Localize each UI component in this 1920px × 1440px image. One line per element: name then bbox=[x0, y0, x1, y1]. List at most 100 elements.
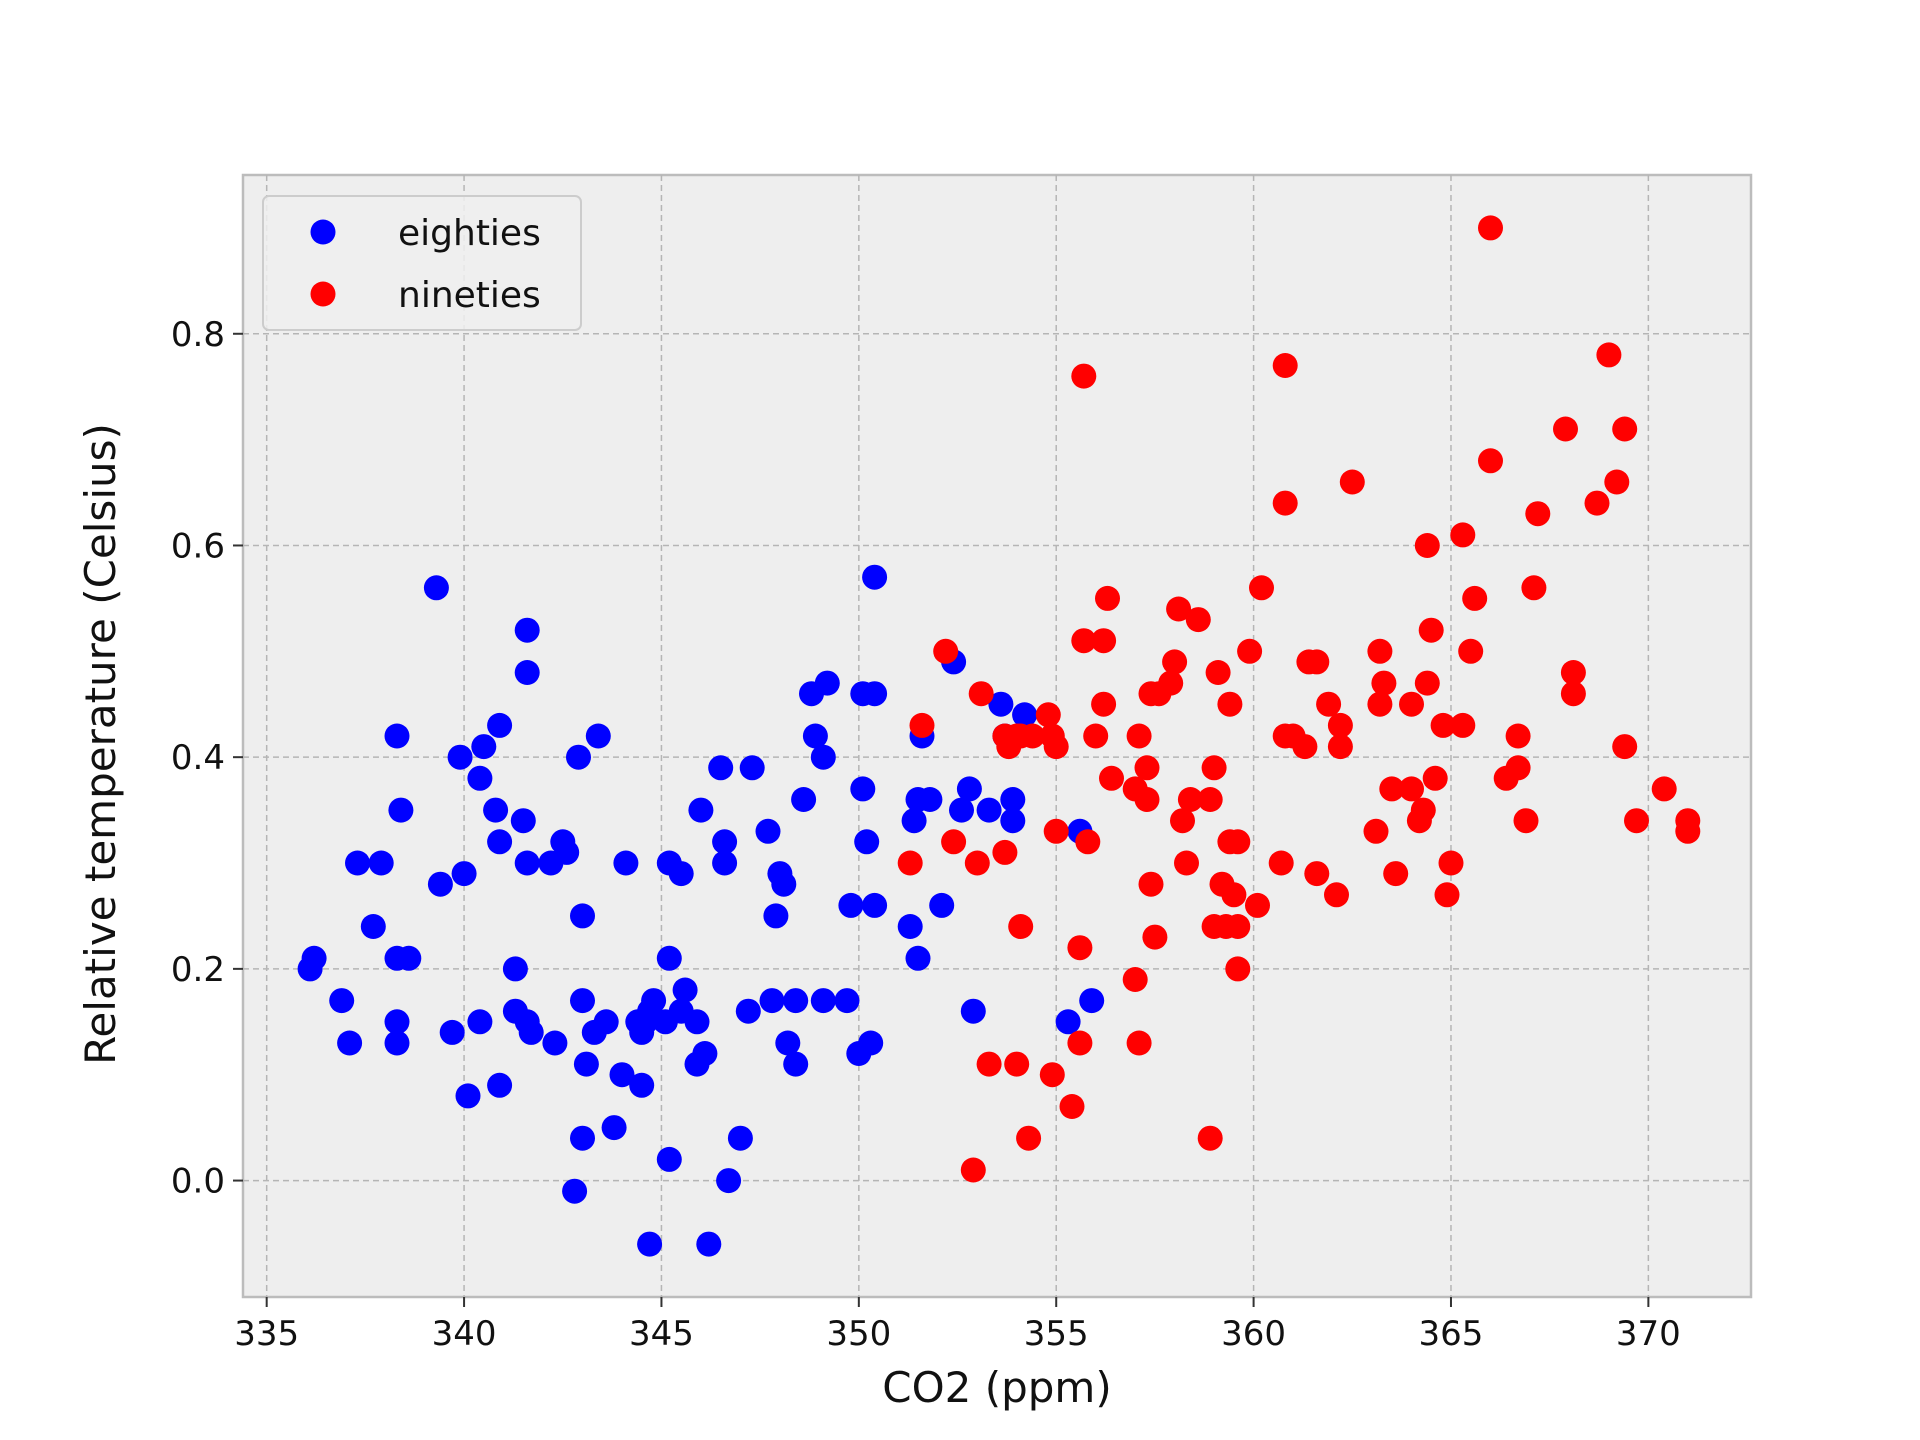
data-point bbox=[1521, 575, 1547, 601]
data-point bbox=[1438, 850, 1464, 876]
data-point bbox=[1035, 702, 1061, 728]
data-point bbox=[613, 850, 639, 876]
data-point bbox=[514, 617, 540, 643]
data-point bbox=[1422, 765, 1448, 791]
data-point bbox=[810, 988, 836, 1014]
y-tick-label: 0.8 bbox=[171, 315, 225, 355]
data-point bbox=[1371, 670, 1397, 696]
data-point bbox=[487, 712, 513, 738]
data-point bbox=[897, 914, 923, 939]
data-point bbox=[570, 903, 595, 929]
data-point bbox=[487, 829, 513, 855]
data-point bbox=[1201, 755, 1227, 781]
data-point bbox=[1462, 585, 1488, 611]
data-point bbox=[976, 1051, 1002, 1077]
data-point bbox=[1126, 1030, 1152, 1056]
data-point bbox=[1316, 691, 1342, 717]
data-point bbox=[641, 988, 667, 1014]
data-point bbox=[423, 575, 449, 601]
data-point bbox=[1553, 416, 1578, 442]
data-point bbox=[1043, 818, 1069, 844]
data-point bbox=[1450, 712, 1476, 738]
data-point bbox=[1505, 723, 1531, 749]
data-point bbox=[384, 1009, 410, 1035]
data-point bbox=[1012, 702, 1038, 728]
data-point bbox=[1205, 660, 1231, 685]
data-point bbox=[901, 808, 927, 834]
data-point bbox=[1525, 501, 1551, 527]
data-point bbox=[1174, 850, 1199, 876]
data-point bbox=[929, 892, 955, 918]
data-point bbox=[1016, 1125, 1042, 1151]
x-tick-label: 345 bbox=[629, 1314, 694, 1354]
data-point bbox=[1324, 882, 1349, 908]
data-point bbox=[1304, 861, 1330, 887]
data-point bbox=[1170, 808, 1195, 834]
data-point bbox=[688, 797, 714, 823]
data-point bbox=[1217, 691, 1243, 717]
data-point bbox=[1071, 628, 1097, 654]
data-point bbox=[542, 1030, 568, 1056]
data-point bbox=[956, 776, 982, 802]
data-point bbox=[1071, 363, 1097, 389]
data-point bbox=[1272, 353, 1298, 378]
data-point bbox=[1000, 808, 1026, 834]
data-point bbox=[862, 681, 888, 707]
data-point bbox=[629, 1019, 655, 1045]
data-point bbox=[455, 1083, 481, 1109]
data-point bbox=[1158, 670, 1184, 696]
data-point bbox=[447, 744, 473, 770]
data-point bbox=[1095, 585, 1120, 611]
data-point bbox=[1304, 649, 1330, 675]
data-point bbox=[601, 1115, 627, 1141]
data-point bbox=[1004, 1051, 1030, 1077]
data-point bbox=[518, 1019, 544, 1045]
data-point bbox=[360, 914, 386, 939]
data-point bbox=[775, 1030, 801, 1056]
data-point bbox=[1367, 638, 1393, 664]
data-point bbox=[960, 1157, 986, 1183]
data-point bbox=[384, 723, 410, 749]
data-point bbox=[384, 1030, 410, 1056]
data-point bbox=[467, 1009, 493, 1035]
data-point bbox=[917, 787, 943, 812]
y-tick-label: 0.6 bbox=[171, 526, 225, 566]
data-point bbox=[1327, 734, 1353, 760]
data-point bbox=[1197, 1125, 1223, 1151]
data-point bbox=[1134, 787, 1160, 812]
data-point bbox=[1237, 638, 1263, 664]
data-point bbox=[1596, 342, 1622, 368]
legend-marker-nineties bbox=[310, 281, 336, 307]
data-point bbox=[992, 839, 1018, 865]
legend-label-eighties: eighties bbox=[398, 213, 541, 254]
data-point bbox=[1185, 607, 1211, 633]
data-point bbox=[1079, 988, 1105, 1014]
y-tick-label: 0.0 bbox=[171, 1162, 225, 1202]
data-point bbox=[593, 1009, 619, 1035]
data-point bbox=[554, 839, 580, 865]
x-tick-label: 365 bbox=[1419, 1314, 1484, 1354]
data-point bbox=[1399, 776, 1424, 802]
data-point bbox=[337, 1030, 363, 1056]
data-point bbox=[1225, 914, 1251, 939]
data-point bbox=[1339, 469, 1365, 495]
data-point bbox=[684, 1009, 710, 1035]
data-point bbox=[502, 956, 528, 982]
data-point bbox=[1272, 490, 1298, 516]
x-tick-label: 370 bbox=[1616, 1314, 1681, 1354]
data-point bbox=[1434, 882, 1460, 908]
x-tick-label: 340 bbox=[432, 1314, 497, 1354]
data-point bbox=[1612, 734, 1638, 760]
data-point bbox=[1067, 935, 1093, 961]
axis-ticks: 335 340 345 350 355 360 365 370 0.0 0.2 0.4 0.6 0.8 bbox=[171, 315, 1681, 1354]
data-point bbox=[1327, 712, 1353, 738]
legend-frame bbox=[262, 195, 582, 331]
legend-marker-eighties bbox=[310, 219, 336, 245]
data-point bbox=[933, 638, 959, 664]
data-point bbox=[783, 1051, 809, 1077]
data-point bbox=[297, 956, 323, 982]
data-point bbox=[1363, 818, 1389, 844]
data-point bbox=[573, 1051, 599, 1077]
data-point bbox=[1020, 723, 1045, 749]
data-point bbox=[467, 765, 493, 791]
